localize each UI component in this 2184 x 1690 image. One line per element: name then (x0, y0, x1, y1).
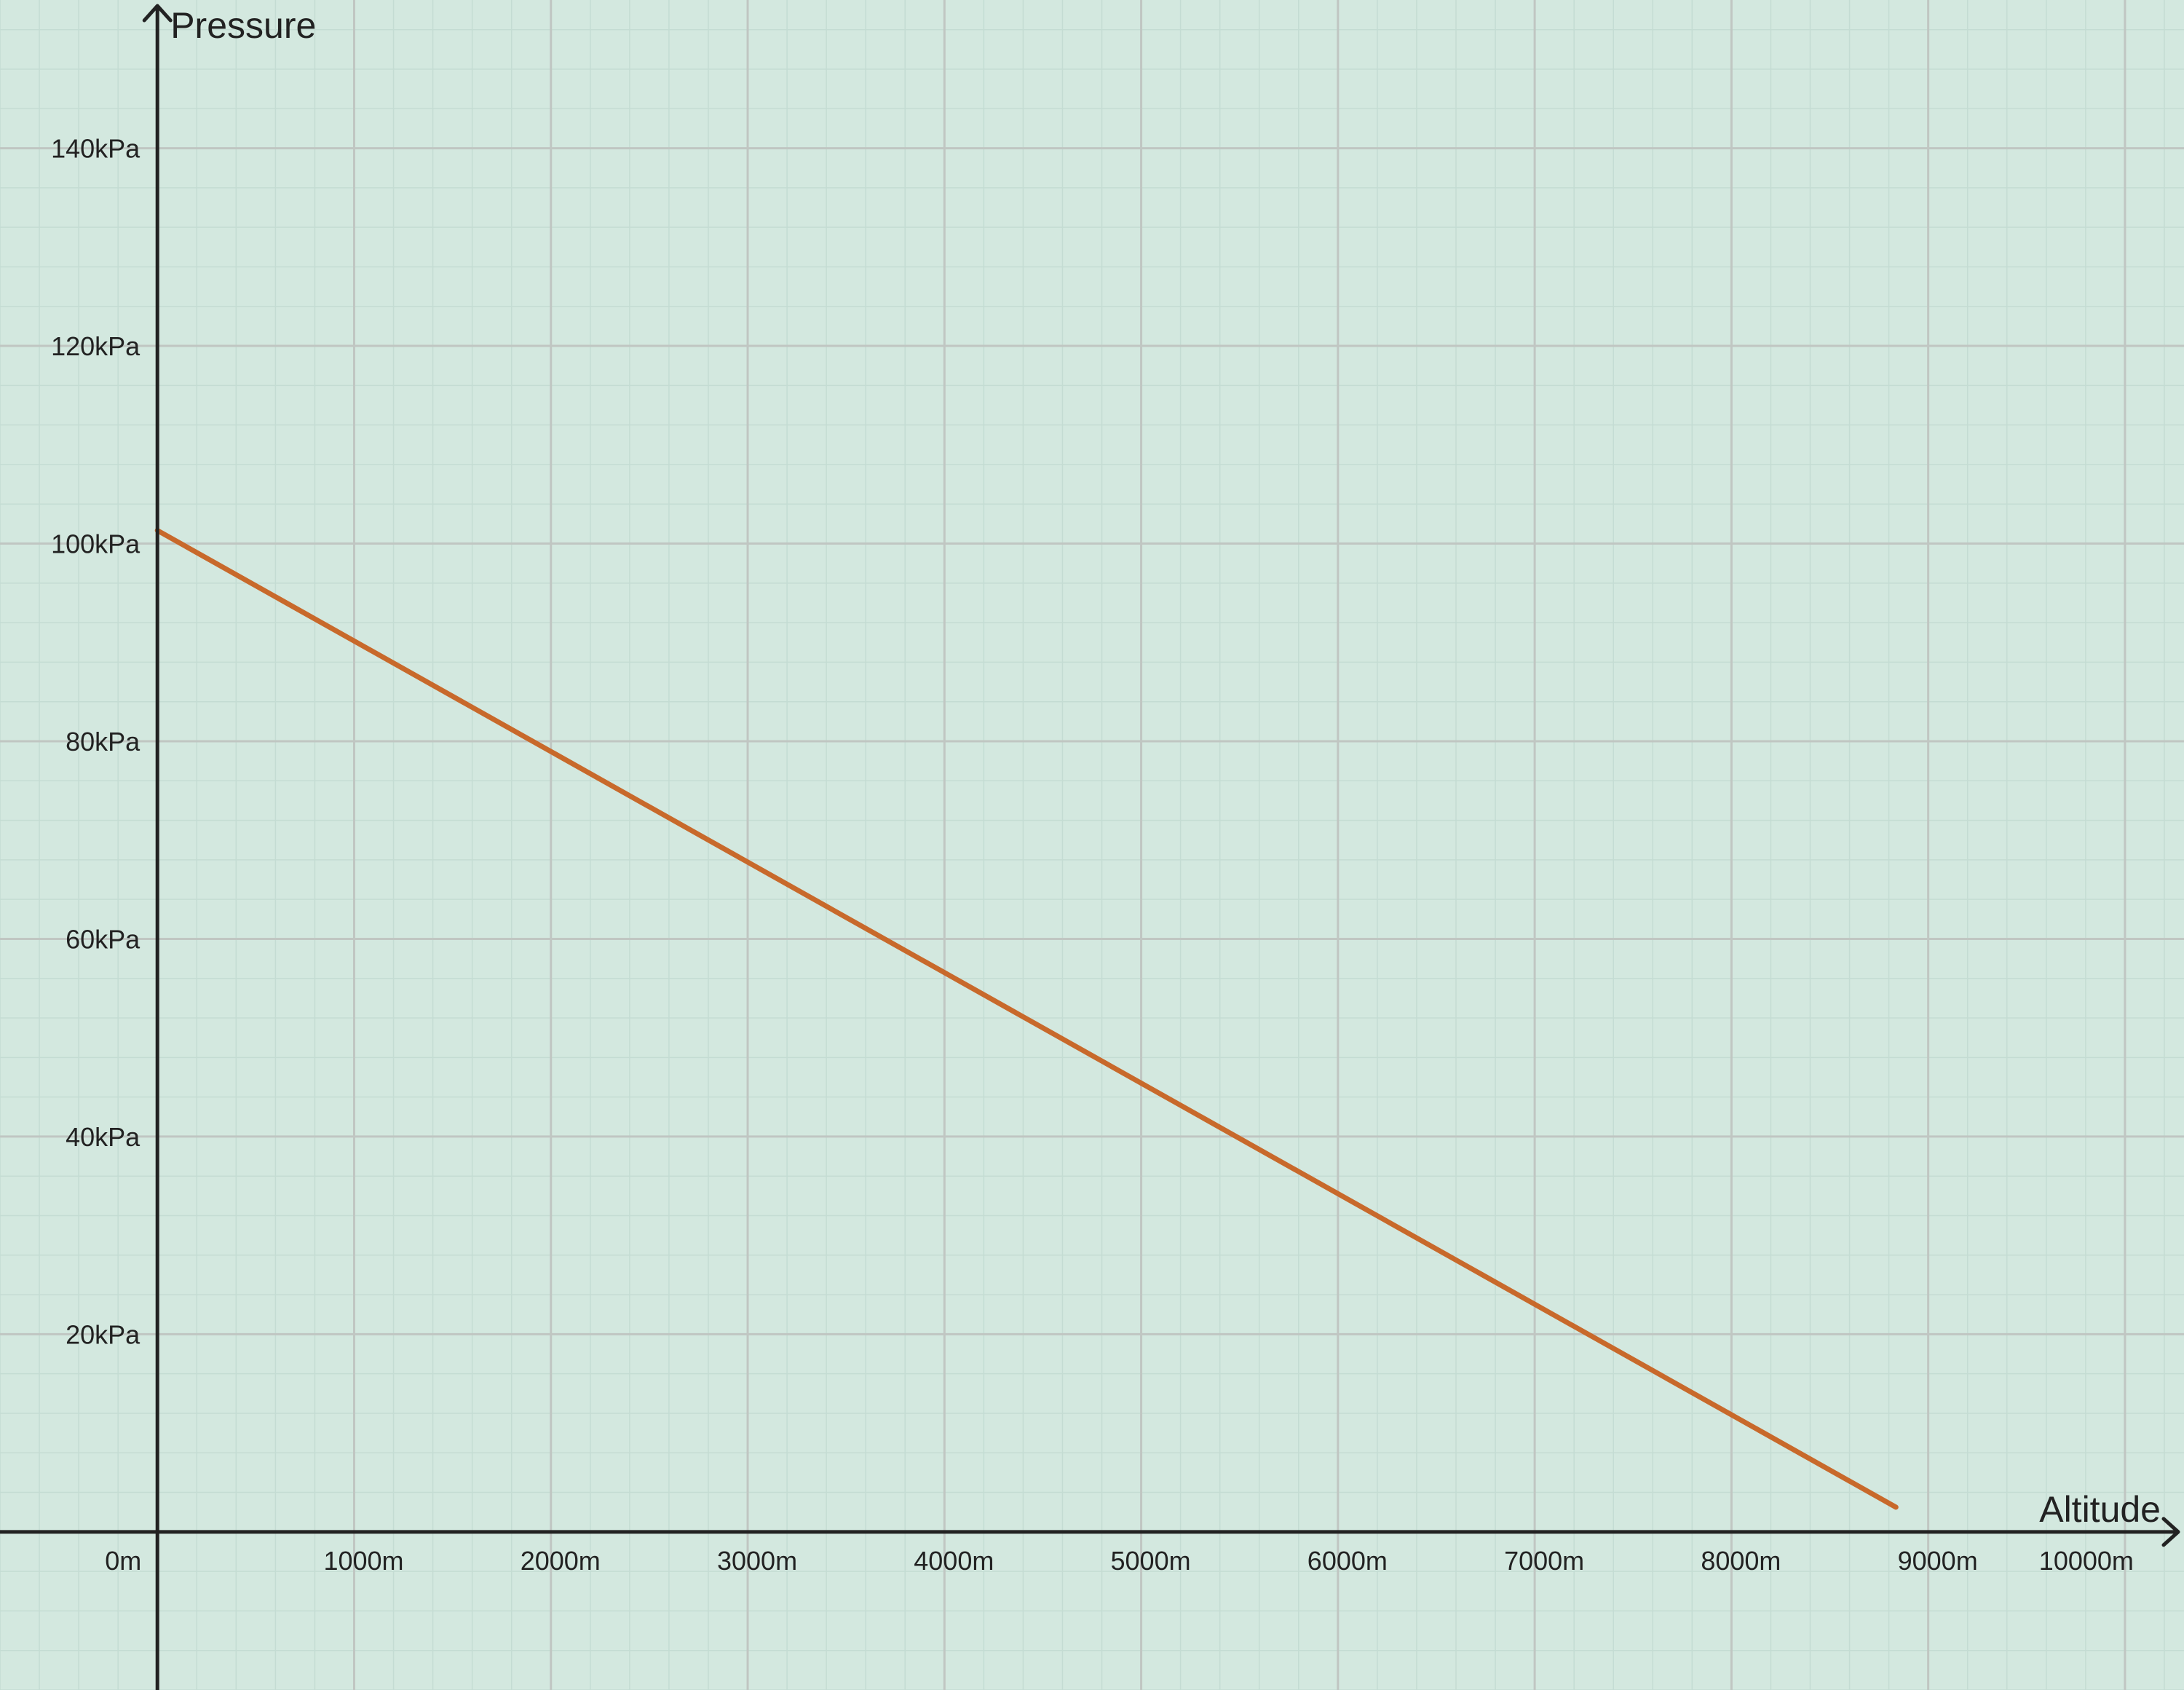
x-tick-label: 0m (105, 1546, 141, 1576)
x-tick-label: 1000m (323, 1546, 403, 1576)
y-tick-label: 20kPa (66, 1319, 141, 1349)
x-axis-arrow (2161, 1517, 2180, 1547)
y-tick-label: 60kPa (66, 924, 141, 954)
y-tick-label: 80kPa (66, 727, 141, 757)
y-axis-arrow (142, 4, 173, 23)
y-axis-title: Pressure (170, 5, 316, 46)
x-tick-label: 8000m (1701, 1546, 1781, 1576)
axes (0, 4, 2180, 1690)
x-tick-label: 9000m (1898, 1546, 1978, 1576)
y-tick-label: 120kPa (51, 331, 141, 361)
x-axis-title: Altitude (2039, 1489, 2161, 1530)
x-tick-label: 2000m (521, 1546, 601, 1576)
x-tick-label: 6000m (1307, 1546, 1388, 1576)
x-tick-label: 3000m (717, 1546, 797, 1576)
series-line-0 (154, 528, 1899, 1510)
x-tick-labels: 0m 1000m 2000m 3000m 4000m 5000m 6000m 7000m 800… (105, 1546, 2134, 1576)
y-tick-label: 40kPa (66, 1122, 141, 1152)
x-tick-label: 4000m (914, 1546, 994, 1576)
x-tick-label: 10000m (2039, 1546, 2134, 1576)
x-tick-label: 7000m (1504, 1546, 1584, 1576)
series-layer (154, 528, 1899, 1510)
y-tick-label: 100kPa (51, 529, 141, 559)
x-tick-label: 5000m (1111, 1546, 1191, 1576)
y-tick-label: 140kPa (51, 134, 141, 164)
y-tick-labels: 20kPa 40kPa 60kPa 80kPa 100kPa 120kPa 140kPa (51, 134, 141, 1350)
